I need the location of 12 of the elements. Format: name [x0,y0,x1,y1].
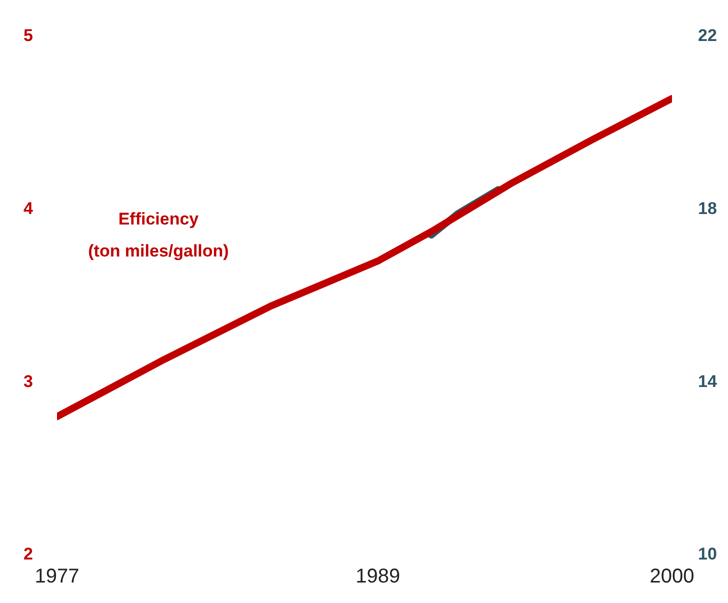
y-tick-label: 3 [24,372,33,391]
x-tick-label: 2000 [650,566,694,588]
y2-tick-label: 10 [698,544,717,564]
y-tick-label: 4 [24,198,34,218]
y-tick-label: 5 [24,26,33,45]
y2-tick-label: 22 [698,26,717,45]
y2-tick-label: 14 [698,372,718,391]
text: Efficiency (ton miles/gallon) [88,210,229,261]
x-tick-label: 1977 [34,566,80,588]
y-tick-label: 2 [24,544,33,564]
x-tick-label: 1989 [356,566,400,588]
y2-tick-label: 18 [698,198,717,218]
